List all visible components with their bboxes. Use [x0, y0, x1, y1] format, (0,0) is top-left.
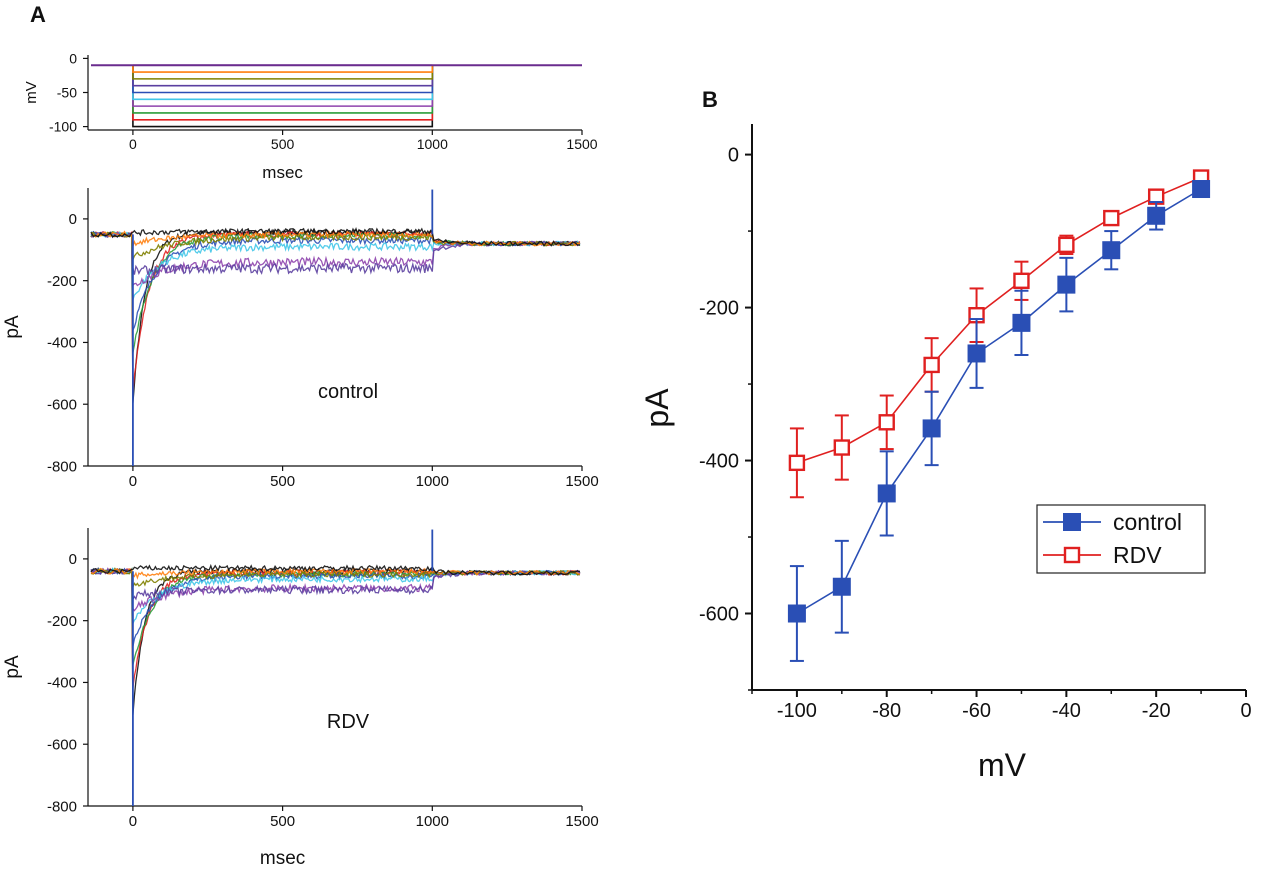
iv-legend-label-control: control — [1113, 509, 1182, 535]
iv-legend-marker-control — [1063, 513, 1081, 531]
x-tick-label: 500 — [270, 473, 295, 490]
protocol-y-axis-label: mV — [23, 81, 40, 104]
rdv-traces-chart: 0 500 1000 1500 0 -200 -400 -600 -800 pA msec RDV — [2, 528, 599, 869]
y-tick-label: -800 — [47, 798, 77, 815]
x-tick-label: 500 — [270, 813, 295, 830]
y-tick-label: -200 — [47, 613, 77, 630]
y-tick-label: 0 — [728, 145, 739, 167]
iv-y-axis-label: pA — [639, 388, 675, 428]
rdv_traces-trace--90mV — [90, 567, 581, 688]
y-tick-label: 0 — [69, 50, 77, 66]
y-tick-label: -800 — [47, 458, 77, 475]
control_traces-trace--80mV — [90, 230, 581, 353]
x-tick-label: 0 — [1240, 700, 1251, 722]
protocol-step--60mV — [132, 65, 434, 101]
iv-point-control — [967, 344, 986, 363]
panel-b-label: B — [702, 87, 718, 112]
control_traces-trace--10mV — [90, 226, 580, 247]
y-tick-label: -600 — [699, 604, 739, 626]
iv-point-RDV — [788, 454, 806, 472]
control_traces-annotation: control — [318, 381, 378, 403]
protocol-step--20mV — [132, 65, 434, 73]
iv-point-RDV — [833, 439, 851, 456]
x-tick-label: -20 — [1142, 700, 1171, 722]
iv-point-RDV — [1103, 209, 1120, 227]
iv-point-control — [1147, 206, 1166, 225]
iv-point-control — [787, 604, 806, 623]
protocol-step--40mV — [132, 65, 434, 87]
rdv_traces-trace--40mV — [90, 567, 581, 602]
iv-point-control — [1102, 241, 1121, 260]
iv-point-RDV — [878, 414, 895, 431]
x-tick-label: 1500 — [565, 813, 598, 830]
y-tick-label: 0 — [69, 211, 77, 228]
control-traces-chart: 0 500 1000 1500 0 -200 -400 -600 -800 pA control — [2, 188, 599, 490]
protocol-step--100mV — [132, 65, 434, 128]
iv-point-RDV — [923, 356, 940, 374]
iv-point-control — [1192, 180, 1211, 199]
rdv_traces-x-axis-label: msec — [260, 848, 305, 869]
y-tick-label: -200 — [699, 298, 739, 320]
iv-legend-marker-RDV — [1063, 546, 1081, 564]
y-tick-label: -400 — [699, 451, 739, 473]
iv-point-control — [1012, 313, 1031, 332]
iv-point-control — [832, 577, 851, 596]
rdv_traces-y-axis-label: pA — [2, 655, 23, 679]
x-tick-label: 1000 — [416, 813, 449, 830]
iv-point-control — [877, 484, 896, 503]
iv-point-control — [1057, 275, 1076, 294]
x-tick-label: -100 — [777, 700, 817, 722]
x-tick-label: -40 — [1052, 700, 1081, 722]
protocol-x-axis-label: msec — [262, 163, 303, 182]
y-tick-label: -50 — [57, 84, 77, 100]
iv-line-RDV — [796, 176, 1202, 464]
x-tick-label: 0 — [129, 813, 137, 830]
y-tick-label: -600 — [47, 396, 77, 413]
rdv_traces-trace--10mV — [90, 563, 581, 576]
x-tick-label: 0 — [129, 136, 137, 152]
y-tick-label: -200 — [47, 273, 77, 290]
iv-point-RDV — [1013, 272, 1030, 289]
x-tick-label: 500 — [271, 136, 295, 152]
y-tick-label: -400 — [47, 335, 77, 352]
control_traces-y-axis-label: pA — [2, 315, 23, 339]
x-tick-label: -60 — [962, 700, 991, 722]
y-tick-label: -100 — [49, 118, 77, 134]
x-tick-label: 1500 — [566, 136, 597, 152]
iv-curve-chart: -100 -80 -60 -40 -20 00-200-400-600mVpAcontro… — [639, 124, 1252, 783]
iv-line-control — [796, 188, 1202, 615]
x-tick-label: 1000 — [417, 136, 448, 152]
x-tick-label: 0 — [129, 473, 137, 490]
y-tick-label: -400 — [47, 675, 77, 692]
iv-x-axis-label: mV — [978, 747, 1027, 783]
control_traces-trace--90mV — [90, 229, 581, 392]
y-tick-label: 0 — [69, 551, 77, 568]
iv-point-RDV — [1058, 236, 1075, 254]
x-tick-label: 1500 — [565, 473, 598, 490]
protocol-chart: 0 500 1000 1500 0 -50 -100 mV msec — [23, 50, 598, 182]
x-tick-label: -80 — [872, 700, 901, 722]
panel-a-label: A — [30, 2, 46, 27]
y-tick-label: -600 — [47, 736, 77, 753]
rdv_traces-annotation: RDV — [327, 711, 370, 733]
x-tick-label: 1000 — [416, 473, 449, 490]
iv-legend-label-RDV: RDV — [1113, 542, 1162, 568]
iv-point-control — [922, 419, 941, 438]
